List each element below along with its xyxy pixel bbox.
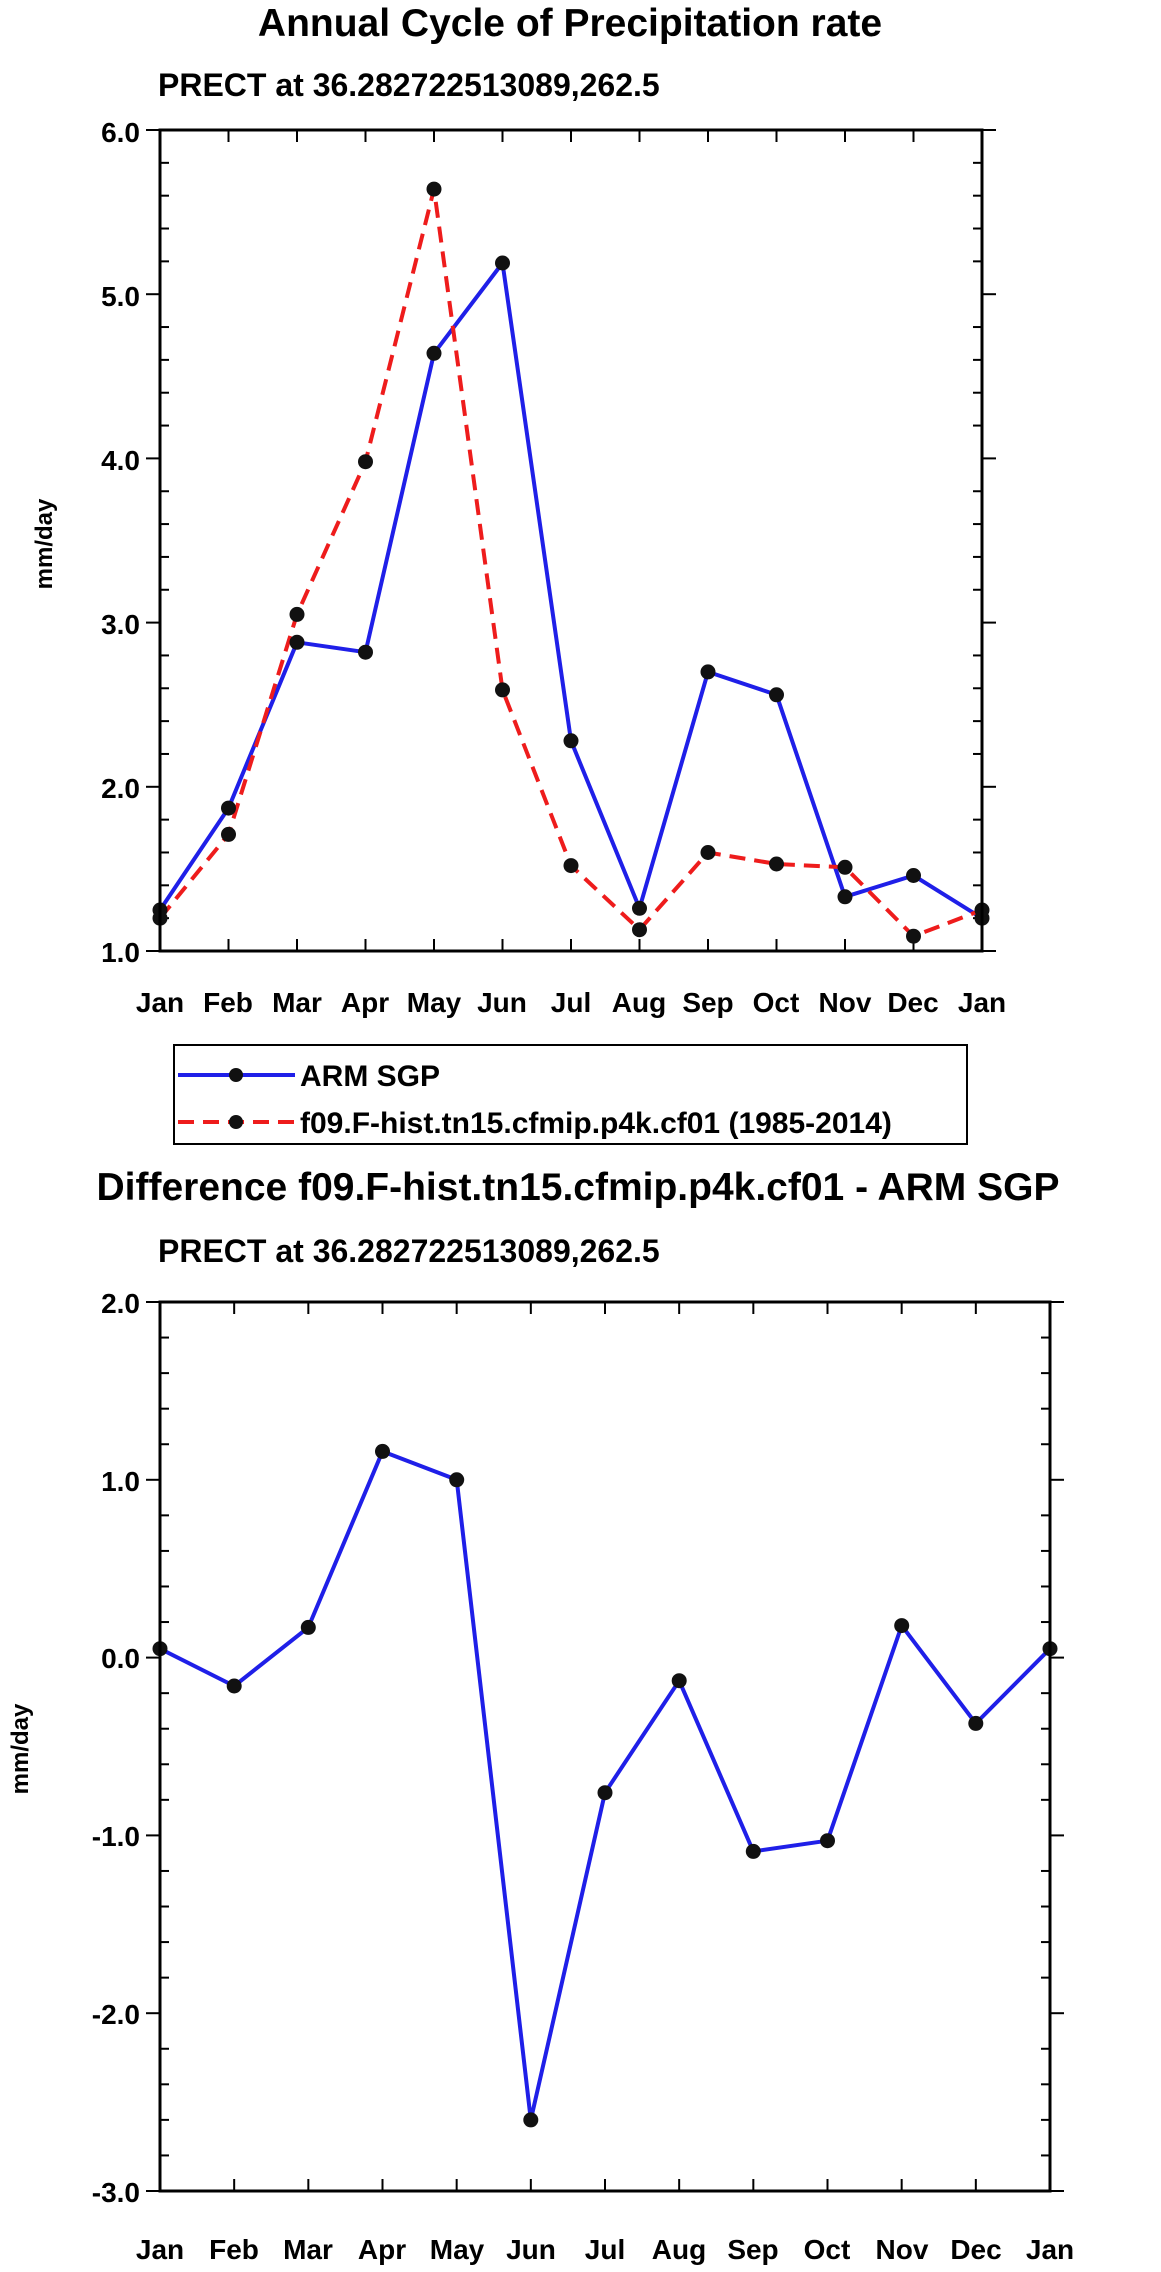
x-tick-label: Apr — [358, 2234, 406, 2265]
chart2-x-tick-labels: Jan Feb Mar Apr May Jun Jul Aug Sep Oct … — [136, 2234, 1074, 2265]
data-point — [597, 1785, 613, 1801]
x-tick-label: Jan — [1026, 2234, 1074, 2265]
data-point — [968, 1715, 984, 1731]
data-point — [221, 826, 236, 842]
x-tick-label: Jan — [136, 2234, 184, 2265]
data-point — [837, 889, 853, 905]
data-point — [300, 1619, 316, 1635]
chart1-x-tick-labels: Jan Feb Mar Apr May Jun Jul Aug Sep Oct … — [136, 987, 1006, 1018]
y-tick-label: 2.0 — [101, 773, 140, 804]
legend-label-model: f09.F-hist.tn15.cfmip.p4k.cf01 (1985-201… — [300, 1107, 892, 1140]
data-point — [700, 845, 716, 860]
x-tick-label: Apr — [341, 987, 389, 1018]
data-point — [221, 800, 236, 816]
x-tick-label: Oct — [753, 987, 800, 1018]
legend-label-arm-sgp: ARM SGP — [300, 1060, 440, 1093]
y-tick-label: 6.0 — [101, 117, 140, 148]
legend-marker-arm-sgp — [229, 1068, 243, 1082]
data-point — [820, 1833, 835, 1849]
chart1-series — [152, 181, 990, 944]
x-tick-label: Nov — [819, 987, 872, 1018]
x-tick-label: Feb — [203, 987, 253, 1018]
chart1-subtitle: PRECT at 36.282722513089,262.5 — [158, 67, 660, 103]
x-tick-label: Mar — [272, 987, 322, 1018]
data-point — [426, 181, 442, 197]
legend-box — [173, 1044, 968, 1145]
data-point — [745, 1843, 761, 1859]
x-tick-label: Oct — [804, 2234, 851, 2265]
data-point — [906, 928, 921, 944]
x-tick-label: Sep — [682, 987, 733, 1018]
x-tick-label: Sep — [727, 2234, 778, 2265]
y-tick-label: 1.0 — [101, 1466, 140, 1497]
y-tick-label: -1.0 — [92, 1821, 140, 1852]
data-point — [495, 682, 510, 698]
x-tick-label: Jan — [136, 987, 184, 1018]
y-tick-label: 3.0 — [101, 609, 140, 640]
chart2-ylabel: mm/day — [7, 1703, 34, 1794]
y-tick-label: 0.0 — [101, 1643, 140, 1674]
data-point — [449, 1472, 465, 1488]
chart2-series — [152, 1443, 1058, 2128]
y-tick-label: 1.0 — [101, 937, 140, 968]
chart-annual-cycle: Annual Cycle of Precipitation rate PRECT… — [31, 2, 1006, 1018]
data-point — [906, 868, 921, 883]
data-point — [837, 859, 853, 875]
x-tick-label: Mar — [283, 2234, 333, 2265]
data-point — [289, 606, 305, 622]
x-tick-label: May — [407, 987, 462, 1018]
x-tick-label: Jul — [551, 987, 591, 1018]
data-point — [495, 255, 510, 271]
data-point — [671, 1673, 687, 1689]
series-line-f09-f-hist-tn15-cfmip-p4k-cf01-1985-2014 — [158, 187, 983, 939]
data-point — [375, 1443, 390, 1459]
chart2-title: Difference f09.F-hist.tn15.cfmip.p4k.cf0… — [97, 1166, 1060, 1209]
data-point — [769, 856, 784, 872]
x-tick-label: Aug — [612, 987, 666, 1018]
y-tick-label: -2.0 — [92, 1999, 140, 2030]
data-point — [769, 687, 784, 703]
data-point — [358, 644, 373, 660]
x-tick-label: Jul — [585, 2234, 625, 2265]
data-point — [563, 733, 579, 749]
series-line-arm-sgp — [158, 261, 984, 920]
chart1-ticks — [146, 129, 996, 952]
x-tick-label: May — [430, 2234, 485, 2265]
data-point — [426, 345, 442, 361]
chart1-legend: ARM SGP f09.F-hist.tn15.cfmip.p4k.cf01 (… — [173, 1044, 968, 1145]
data-point — [226, 1678, 242, 1694]
chart2-ticks — [146, 1301, 1064, 2192]
x-tick-label: Nov — [876, 2234, 929, 2265]
chart1-plot-frame — [158, 128, 984, 953]
data-point — [563, 858, 579, 874]
data-point — [289, 634, 305, 650]
chart2-subtitle: PRECT at 36.282722513089,262.5 — [158, 1233, 660, 1269]
data-point — [632, 922, 647, 938]
chart1-title: Annual Cycle of Precipitation rate — [258, 2, 882, 45]
chart2-plot-frame — [158, 1300, 1052, 2193]
data-point — [894, 1618, 910, 1634]
y-tick-label: 4.0 — [101, 445, 140, 476]
chart-difference: Difference f09.F-hist.tn15.cfmip.p4k.cf0… — [7, 1166, 1074, 2265]
chart2-y-tick-labels: -3.0 -2.0 -1.0 0.0 1.0 2.0 — [92, 1288, 140, 2208]
data-point — [632, 900, 647, 916]
x-tick-label: Feb — [209, 2234, 259, 2265]
data-point — [358, 454, 373, 470]
x-tick-label: Dec — [950, 2234, 1001, 2265]
y-tick-label: 2.0 — [101, 1288, 140, 1319]
legend-marker-model — [229, 1115, 243, 1129]
x-tick-label: Jun — [477, 987, 527, 1018]
x-tick-label: Jun — [506, 2234, 556, 2265]
data-point — [700, 664, 716, 680]
x-tick-label: Dec — [887, 987, 938, 1018]
x-tick-label: Jan — [958, 987, 1006, 1018]
data-point — [523, 2112, 539, 2128]
chart1-ylabel: mm/day — [31, 498, 58, 589]
x-tick-label: Aug — [652, 2234, 706, 2265]
y-tick-label: -3.0 — [92, 2177, 140, 2208]
chart1-y-tick-labels: 1.0 2.0 3.0 4.0 5.0 6.0 — [101, 117, 140, 968]
y-tick-label: 5.0 — [101, 281, 140, 312]
